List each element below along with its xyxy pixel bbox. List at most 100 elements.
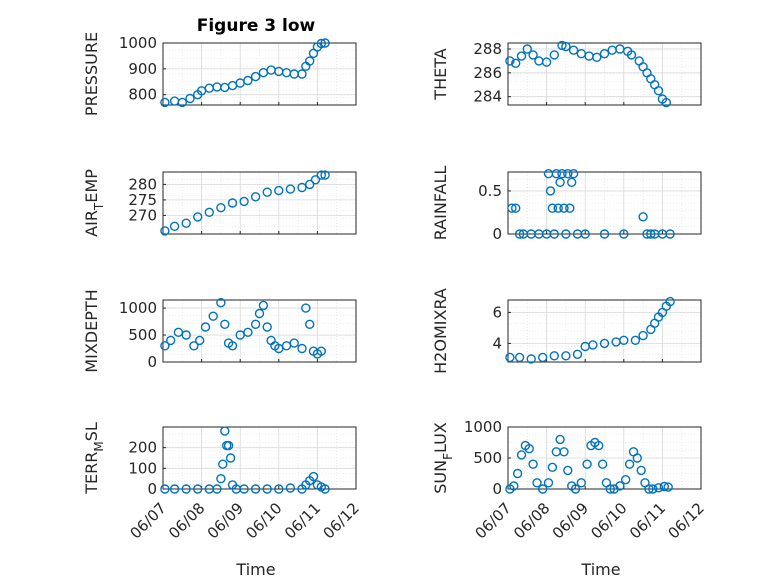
axes-box (507, 171, 702, 235)
data-point (297, 343, 307, 354)
data-point (653, 85, 664, 96)
data-point (572, 349, 583, 359)
data-point (646, 229, 656, 239)
data-point (522, 44, 532, 54)
y-tick-label: 6 (492, 303, 502, 321)
data-point (216, 202, 226, 213)
xlabel-left: Time (235, 560, 275, 579)
data-point (549, 229, 559, 239)
y-tick-label: 1000 (119, 299, 157, 317)
y-axis-label: SUNFLUX (431, 422, 455, 494)
axes-box (507, 42, 702, 106)
x-tick-label: 06/12 (665, 499, 708, 542)
data-point (320, 484, 330, 494)
subplot-2: 284 286 288 THETA (431, 40, 702, 108)
data-point (220, 82, 230, 93)
data-point (258, 300, 269, 311)
y-axis-label: TERRMSL (82, 422, 106, 495)
data-point (561, 229, 571, 239)
y-axis-label: AIRTEMP (82, 169, 106, 237)
y-tick-label: 0 (492, 225, 502, 243)
data-point (305, 56, 315, 66)
data-point (599, 229, 610, 239)
data-point (218, 459, 228, 469)
data-point (200, 322, 211, 332)
subplot-4: 0 0.5 RAINFALL (431, 166, 702, 243)
data-point (262, 187, 272, 197)
data-point (505, 352, 515, 363)
data-point (607, 45, 617, 55)
data-point (534, 56, 544, 66)
data-point (297, 69, 307, 79)
data-point (580, 229, 590, 239)
y-tick-label: 800 (128, 86, 157, 104)
data-point (563, 465, 573, 476)
x-tick-label: 06/11 (281, 499, 324, 542)
data-point (212, 484, 222, 494)
data-point (243, 327, 253, 337)
data-point (239, 196, 249, 207)
data-point (659, 481, 669, 492)
data-point (630, 335, 641, 345)
x-tick-label: 06/08 (510, 499, 553, 542)
data-point (597, 459, 608, 469)
data-point (250, 484, 261, 494)
data-point (661, 97, 671, 108)
y-tick-label: 500 (473, 449, 502, 467)
data-point (204, 207, 215, 218)
data-point (512, 468, 523, 479)
data-point (665, 229, 675, 239)
data-point (308, 471, 319, 482)
data-point (160, 341, 170, 351)
y-tick-label: 1000 (119, 34, 157, 52)
data-point (509, 481, 519, 491)
subplot-5: 0 500 1000 MIXDEPTH (82, 289, 357, 373)
y-axis-label: THETA (431, 48, 450, 100)
data-point (528, 459, 538, 469)
x-tick-label: 06/10 (587, 499, 630, 542)
data-point (169, 221, 180, 232)
x-tick-label: 06/08 (165, 499, 208, 542)
data-point (599, 49, 610, 59)
data-point (505, 56, 515, 66)
x-tick-label: 06/10 (242, 499, 285, 542)
data-point (194, 335, 205, 346)
data-point (551, 168, 561, 179)
data-point (243, 75, 253, 86)
data-point (538, 352, 548, 363)
data-point (619, 335, 629, 345)
y-tick-label: 288 (473, 40, 502, 58)
data-point (250, 192, 261, 202)
axes-box (162, 171, 357, 235)
data-point (281, 67, 292, 78)
data-point (549, 351, 559, 361)
subplot-6: 4 6 H2OMIXRA (431, 288, 702, 374)
y-tick-label: 0 (147, 480, 157, 498)
data-point (524, 444, 534, 454)
data-point (266, 65, 276, 75)
data-point (543, 478, 554, 488)
data-point (511, 203, 521, 213)
data-point (254, 308, 265, 319)
data-point (258, 67, 269, 78)
data-point (250, 71, 261, 82)
data-point (570, 484, 581, 494)
axes-box (507, 426, 702, 490)
xlabel-right: Time (580, 560, 620, 579)
data-point (177, 97, 188, 108)
data-point (181, 330, 191, 340)
data-point (281, 341, 292, 351)
data-point (285, 483, 296, 493)
data-point (547, 203, 558, 213)
y-tick-label: 900 (128, 60, 157, 78)
data-point (621, 475, 631, 485)
data-point (169, 96, 180, 106)
data-point (663, 482, 673, 492)
data-point (559, 447, 569, 457)
data-point (316, 38, 326, 49)
data-point (289, 69, 299, 79)
x-tick-label: 06/07 (127, 499, 170, 542)
data-point (644, 484, 654, 494)
data-point (576, 478, 586, 488)
